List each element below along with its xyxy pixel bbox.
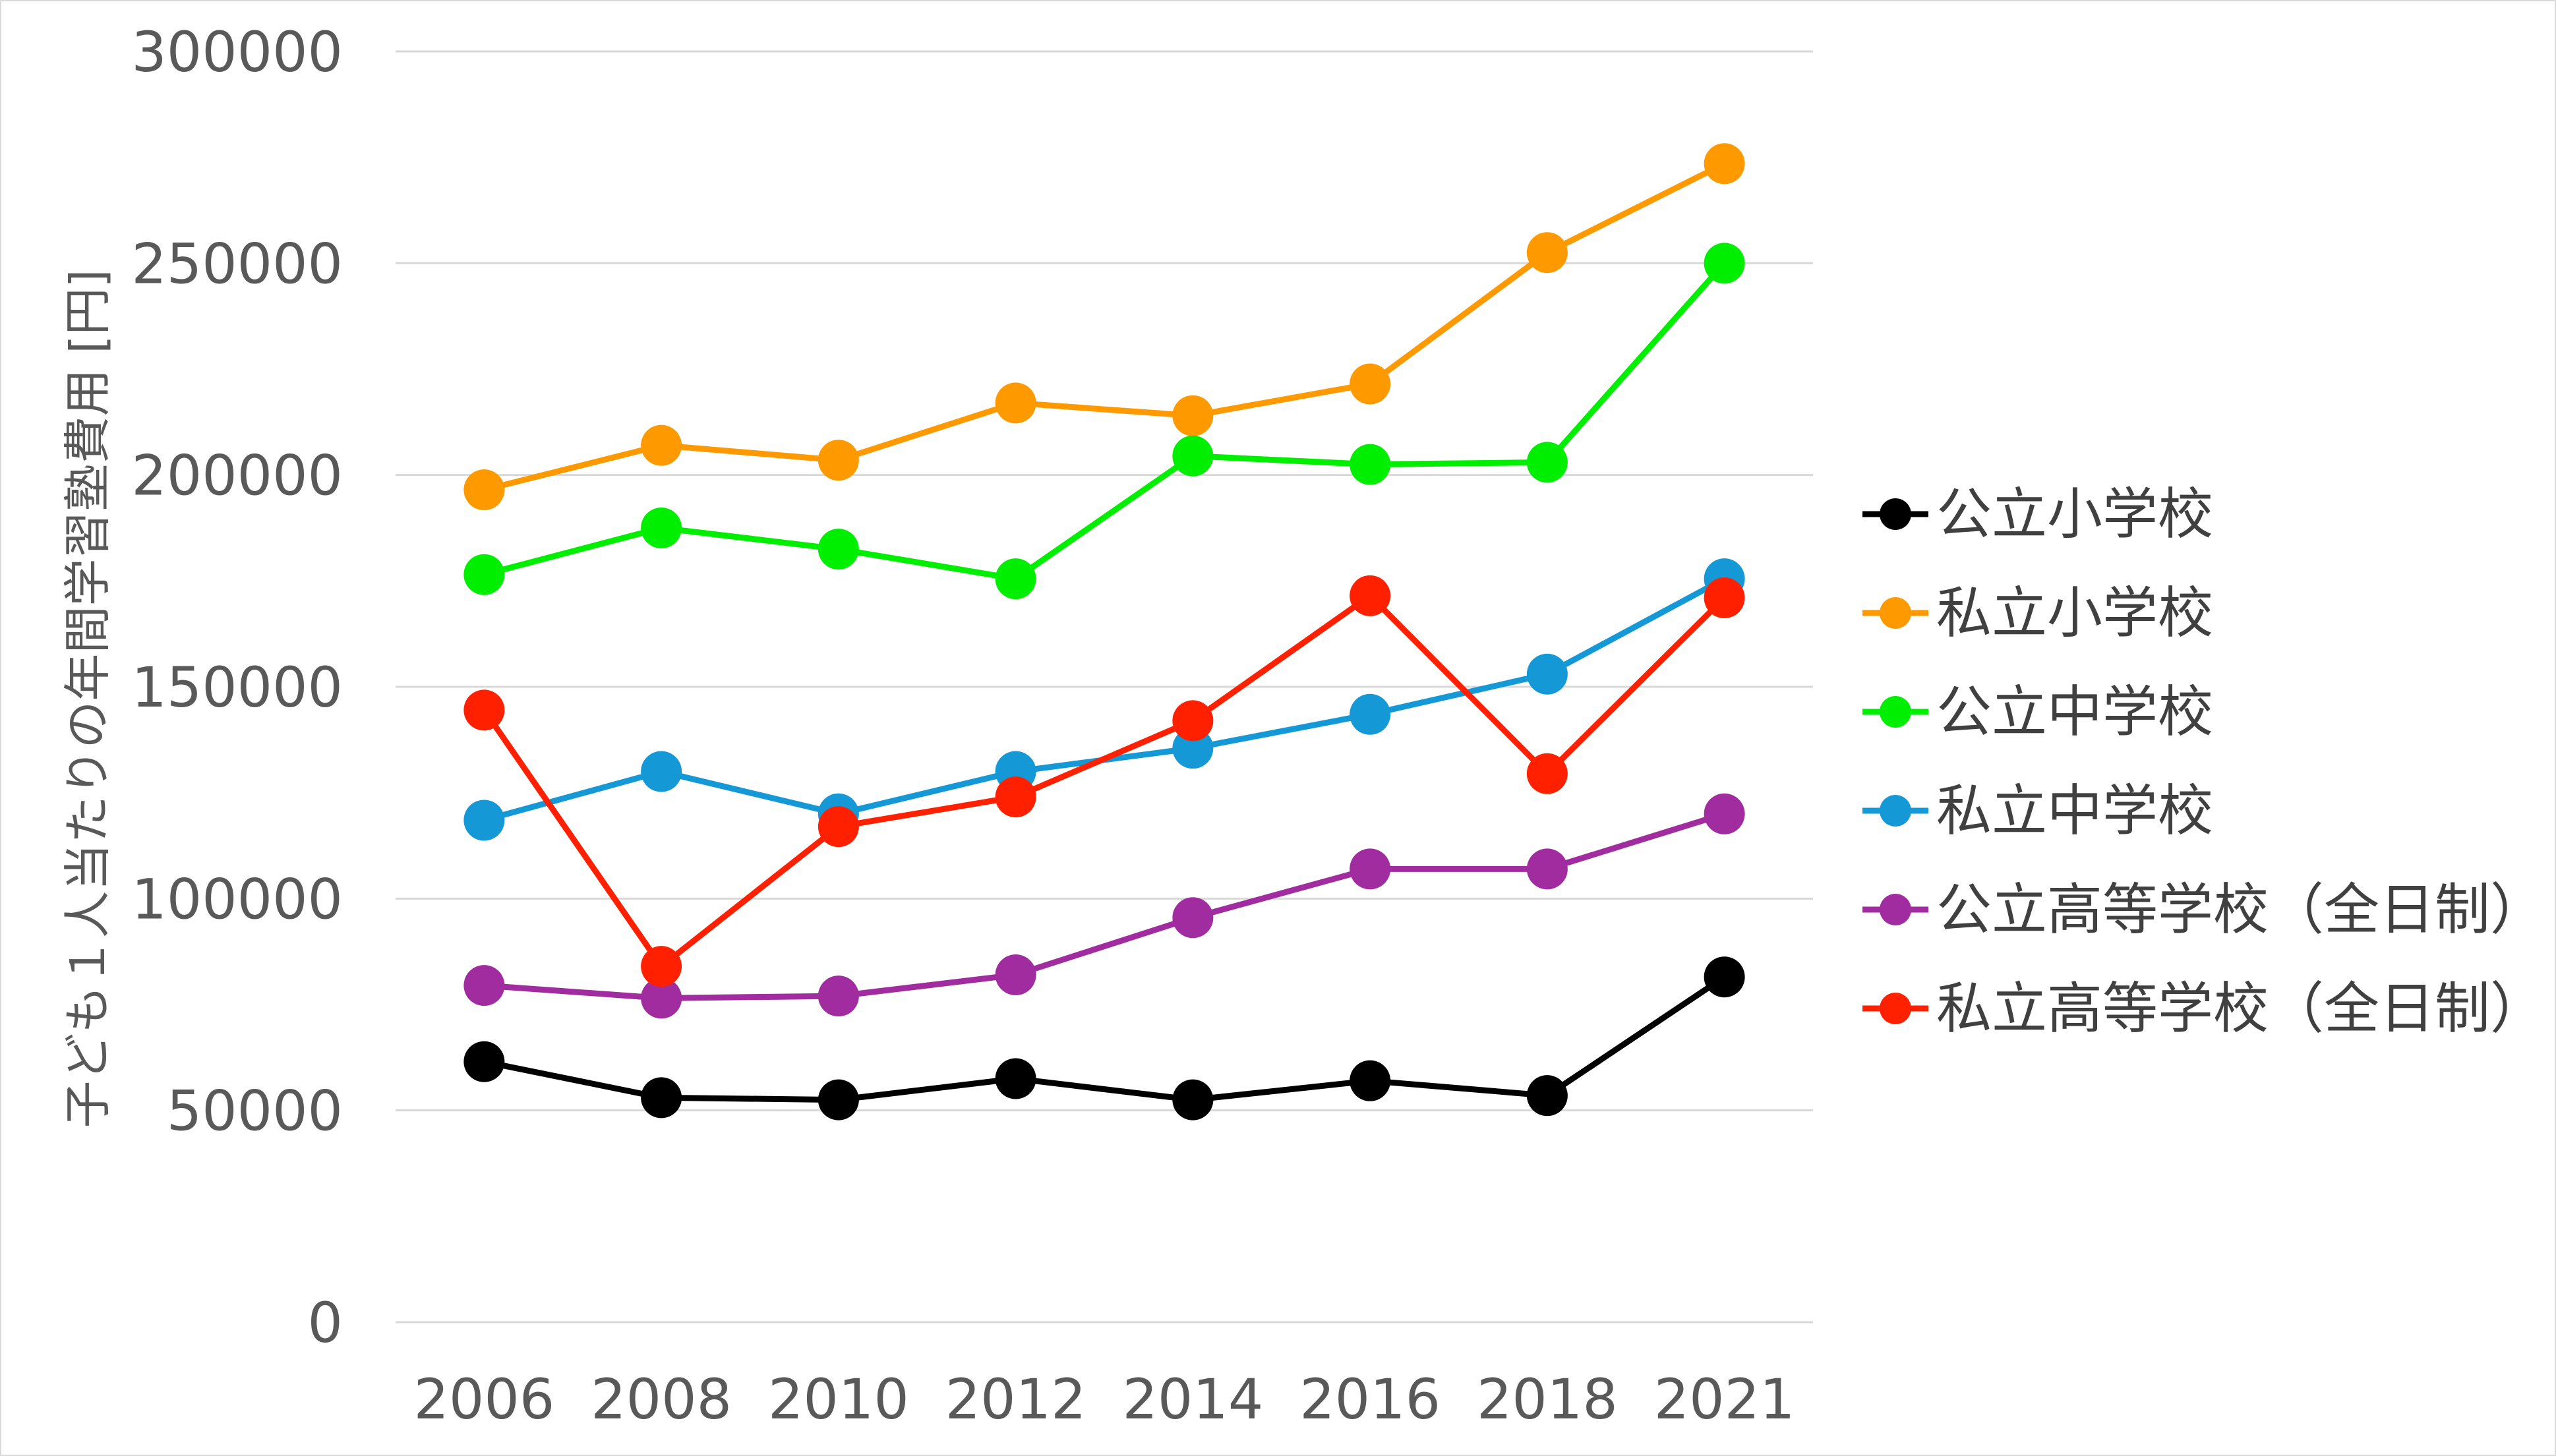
series-line: [483, 161, 1726, 493]
legend-item: 私立高等学校（全日制）: [1862, 976, 2545, 1041]
legend-swatch-marker: [1880, 498, 1911, 530]
gridlines: [396, 50, 1813, 1324]
y-tick-label: 200000: [131, 444, 343, 508]
series-line: [483, 974, 1727, 1103]
y-tick-label: 150000: [131, 655, 343, 720]
y-tick-label: 0: [308, 1291, 343, 1355]
data-point: [1526, 442, 1568, 483]
data-point: [1526, 1075, 1568, 1117]
data-point: [641, 751, 682, 792]
series-lines: [463, 143, 1745, 1121]
legend-swatch-marker: [1880, 696, 1911, 728]
data-point: [641, 424, 682, 466]
data-point: [1172, 395, 1214, 436]
series-5: [463, 793, 1745, 1019]
data-point: [463, 689, 505, 731]
data-point: [817, 1079, 859, 1121]
data-point: [641, 508, 682, 548]
data-point: [641, 977, 682, 1019]
legend-item: 公立中学校: [1862, 680, 2213, 744]
legend-item: 公立小学校: [1862, 482, 2213, 546]
data-point: [463, 965, 505, 1006]
data-point: [1350, 575, 1391, 616]
series-3: [463, 243, 1745, 600]
legend-label: 公立高等学校（全日制）: [1936, 877, 2545, 942]
legend-swatch-marker: [1880, 894, 1911, 925]
data-point: [1172, 897, 1214, 939]
data-point: [995, 776, 1036, 818]
data-point: [817, 440, 859, 481]
data-point: [1350, 363, 1391, 405]
data-point: [817, 976, 859, 1017]
data-point: [641, 1077, 682, 1119]
data-point: [817, 529, 859, 570]
x-axis-ticks: 2006 2008 2010 2012 2014 2016 2018 2021: [413, 1367, 1795, 1432]
legend-swatch-marker: [1880, 993, 1911, 1024]
legend-swatch-marker: [1880, 597, 1911, 629]
data-point: [463, 800, 505, 841]
data-point: [641, 946, 682, 987]
y-axis-title: 子ども１人当たりの年間学習塾費用 [円]: [60, 269, 115, 1128]
data-point: [1704, 243, 1745, 284]
legend-item: 公立高等学校（全日制）: [1862, 877, 2545, 942]
data-point: [1526, 653, 1568, 695]
series-line: [483, 261, 1727, 582]
data-point: [1704, 793, 1745, 834]
data-point: [817, 806, 859, 848]
data-point: [1704, 577, 1745, 619]
data-point: [995, 954, 1036, 996]
series-line: [481, 593, 1727, 970]
legend-label: 私立高等学校（全日制）: [1936, 976, 2545, 1041]
series-2: [463, 143, 1745, 511]
x-tick-label: 2008: [591, 1367, 732, 1432]
data-point: [1704, 956, 1745, 998]
data-point: [463, 469, 505, 511]
data-point: [1350, 444, 1391, 485]
data-point: [1526, 232, 1568, 274]
data-point: [463, 554, 505, 595]
legend-label: 私立小学校: [1936, 581, 2213, 645]
y-tick-label: 100000: [131, 867, 343, 931]
series-line: [484, 811, 1725, 1001]
x-tick-label: 2010: [768, 1367, 909, 1432]
data-point: [463, 1041, 505, 1082]
x-tick-label: 2014: [1122, 1367, 1263, 1432]
data-point: [1350, 693, 1391, 735]
y-tick-label: 250000: [131, 231, 343, 296]
x-tick-label: 2006: [413, 1367, 554, 1432]
y-tick-label: 300000: [131, 20, 343, 84]
legend-label: 公立中学校: [1936, 680, 2213, 744]
data-point: [1526, 753, 1568, 794]
data-point: [995, 1058, 1036, 1099]
y-tick-label: 50000: [167, 1079, 343, 1144]
data-point: [1526, 848, 1568, 890]
data-point: [995, 558, 1036, 600]
x-tick-label: 2018: [1477, 1367, 1618, 1432]
data-point: [1350, 848, 1391, 890]
data-point: [1172, 435, 1214, 477]
data-point: [1704, 143, 1745, 185]
legend-item: 私立小学校: [1862, 581, 2213, 645]
series-4: [463, 558, 1745, 841]
legend-item: 私立中学校: [1862, 778, 2213, 843]
data-point: [1172, 700, 1214, 742]
series-1: [463, 956, 1745, 1121]
legend-label: 公立小学校: [1936, 482, 2213, 546]
data-point: [995, 382, 1036, 424]
legend-label: 私立中学校: [1936, 778, 2213, 843]
x-tick-label: 2021: [1654, 1367, 1795, 1432]
x-tick-label: 2012: [945, 1367, 1086, 1432]
series-6: [463, 575, 1745, 987]
legend-swatch-marker: [1880, 795, 1911, 827]
data-point: [1172, 1079, 1214, 1121]
y-axis-ticks: 0 50000 100000 150000 200000 250000 300000: [131, 20, 343, 1355]
data-point: [1350, 1060, 1391, 1101]
x-tick-label: 2016: [1299, 1367, 1441, 1432]
